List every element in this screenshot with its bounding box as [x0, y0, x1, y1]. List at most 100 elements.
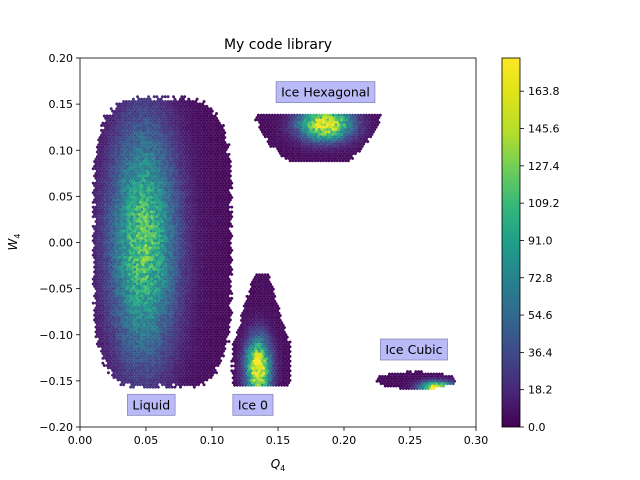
hexbin-cell	[145, 107, 149, 111]
hexbin-cell	[145, 159, 149, 164]
hexbin-cell	[190, 116, 193, 120]
hexbin-cell	[149, 162, 153, 166]
hexbin-cell	[127, 104, 131, 108]
hexbin-cell	[125, 128, 128, 132]
hexbin-cell	[144, 143, 148, 147]
hexbin-cell	[173, 107, 177, 111]
hexbin-cell	[134, 174, 138, 178]
hexbin-cell	[126, 135, 130, 140]
hexbin-cell	[100, 147, 103, 152]
hexbin-cell	[191, 109, 195, 113]
hexbin-cell	[177, 176, 181, 180]
hexbin-cell	[172, 128, 175, 132]
hexbin-cell	[173, 159, 177, 164]
hexbin-cell	[172, 157, 175, 161]
hexbin-cell	[186, 109, 189, 113]
hexbin-cell	[169, 104, 173, 108]
hexbin-cell	[131, 121, 135, 125]
hexbin-cell	[219, 152, 223, 156]
hexbin-cell	[154, 179, 157, 183]
hexbin-cell	[169, 162, 173, 166]
hexbin-cell	[137, 159, 141, 164]
hexbin-cell	[202, 99, 206, 104]
hexbin-cell	[149, 167, 153, 171]
hexbin-cell	[107, 121, 110, 125]
hexbin-cell	[147, 157, 151, 161]
hexbin-cell	[104, 121, 108, 125]
hexbin-cell	[205, 104, 209, 108]
hexbin-cell	[138, 123, 142, 128]
hexbin-cell	[199, 109, 203, 113]
hexbin-cell	[148, 116, 152, 120]
hexbin-cell	[116, 143, 120, 147]
hexbin-cell	[136, 147, 139, 152]
hexbin-cell	[209, 174, 213, 178]
hexbin-cell	[199, 157, 203, 161]
hexbin-cell	[159, 121, 163, 125]
hexbin-cell	[144, 152, 148, 156]
hexbin-cell	[134, 150, 138, 154]
hexbin-cell	[217, 174, 221, 178]
hexbin-cell	[219, 138, 223, 142]
hexbin-cell	[95, 155, 99, 159]
hexbin-cell	[151, 135, 155, 140]
hexbin-cell	[180, 109, 184, 113]
hexbin-cell	[162, 135, 166, 140]
hexbin-cell	[174, 167, 178, 171]
hexbin-cell	[201, 145, 205, 149]
hexbin-cell	[205, 143, 209, 147]
hexbin-cell	[145, 174, 149, 178]
hexbin-cell	[183, 152, 187, 156]
hexbin-cell	[176, 169, 180, 173]
hexbin-cell	[161, 99, 164, 104]
hexbin-cell	[125, 147, 128, 152]
hexbin-cell	[123, 121, 127, 125]
hexbin-cell	[209, 155, 213, 159]
hexbin-cell	[212, 140, 216, 144]
hexbin-cell	[215, 169, 218, 173]
hexbin-cell	[188, 114, 192, 118]
hexbin-cell	[155, 143, 159, 147]
hexbin-cell	[173, 140, 177, 144]
hexbin-cell	[216, 128, 220, 132]
hexbin-cell	[227, 339, 231, 344]
hexbin-cell	[149, 152, 153, 156]
hexbin-cell	[122, 133, 126, 137]
hexbin-cell	[141, 114, 145, 118]
hexbin-cell	[202, 128, 206, 132]
hexbin-cell	[208, 143, 211, 147]
hexbin-cell	[174, 114, 178, 118]
hexbin-cell	[141, 123, 145, 128]
hexbin-cell	[195, 145, 199, 149]
hexbin-cell	[165, 135, 169, 140]
hexbin-cell	[191, 99, 195, 104]
hexbin-cell	[188, 138, 192, 142]
hexbin-cell	[201, 107, 205, 111]
hexbin-cell	[202, 104, 206, 108]
hexbin-cell	[109, 145, 113, 149]
hexbin-cell	[192, 107, 196, 111]
hexbin-cell	[104, 174, 108, 178]
hexbin-cell	[184, 155, 188, 159]
hexbin-cell	[129, 159, 133, 164]
hexbin-cell	[131, 107, 135, 111]
hexbin-cell	[194, 128, 198, 132]
hexbin-cell	[138, 167, 142, 171]
hexbin-cell	[111, 167, 115, 171]
hexbin-cell	[212, 155, 216, 159]
hexbin-cell	[111, 128, 115, 132]
hexbin-cell	[140, 111, 144, 116]
hexbin-cell	[180, 138, 184, 142]
hexbin-cell	[155, 119, 159, 123]
hexbin-cell	[187, 107, 191, 111]
hexbin-cell	[192, 174, 196, 178]
hexbin-cell	[222, 138, 225, 142]
hexbin-cell	[184, 169, 188, 173]
hexbin-cell	[158, 162, 162, 166]
hexbin-cell	[172, 133, 175, 137]
hexbin-cell	[180, 171, 184, 176]
hexbin-cell	[167, 150, 171, 154]
hexbin-cell	[163, 162, 167, 166]
hexbin-cell	[194, 99, 198, 104]
hexbin-cell	[145, 116, 149, 120]
